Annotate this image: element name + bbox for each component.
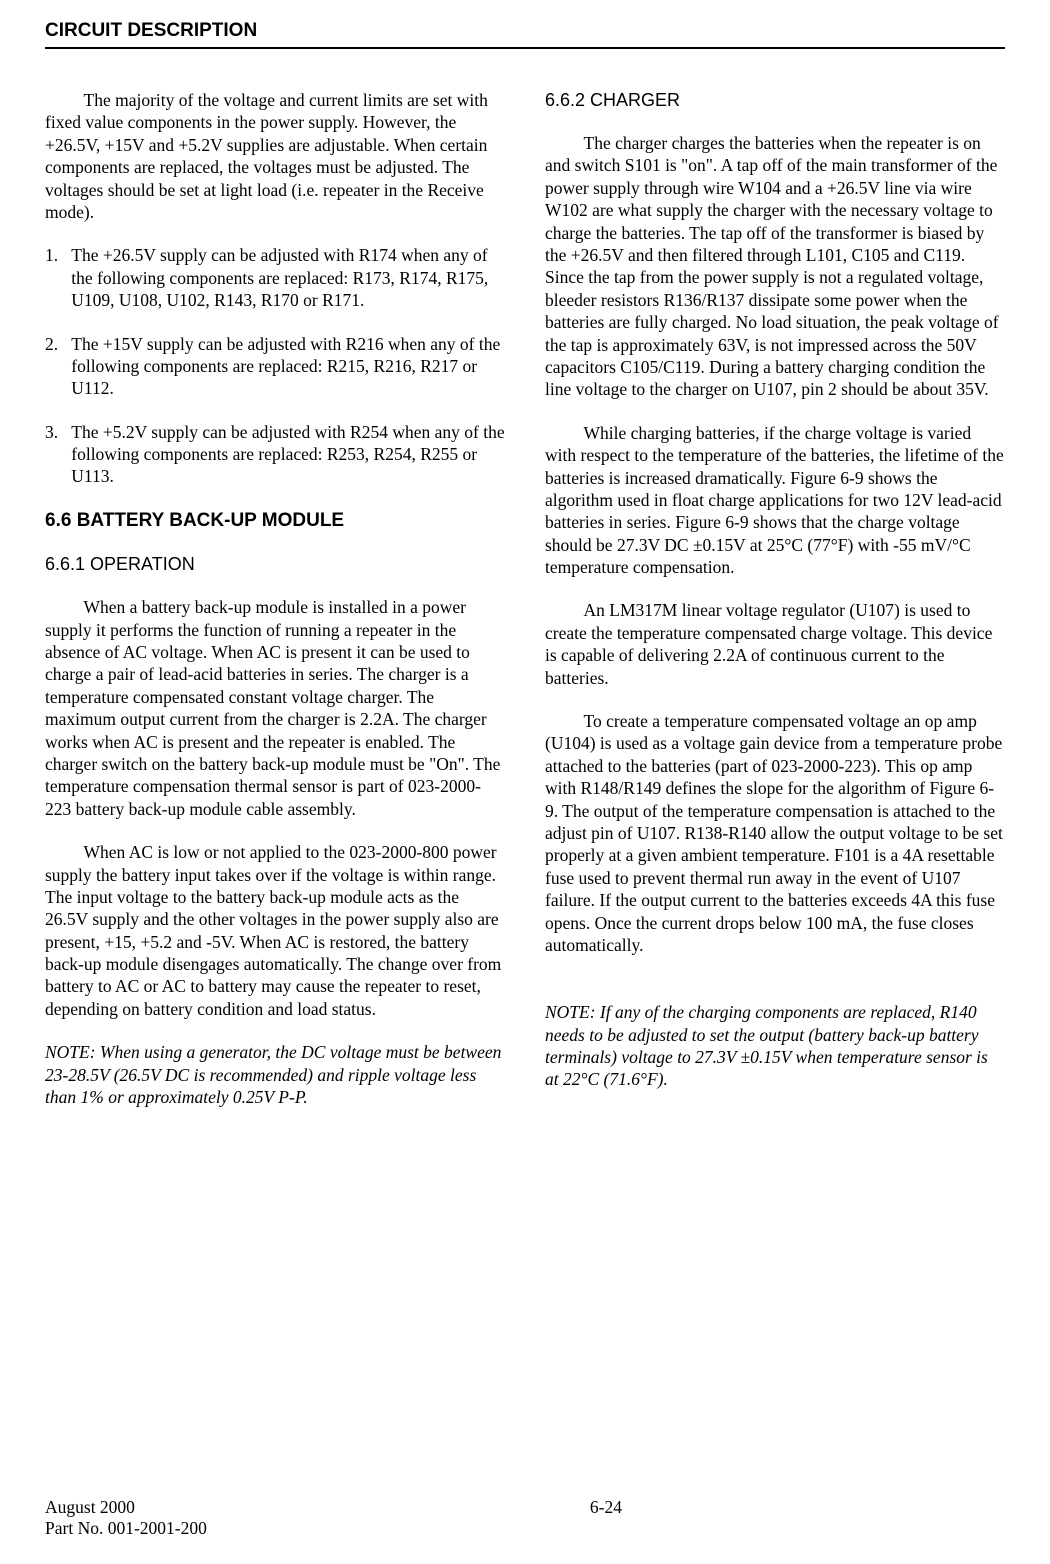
operation-para-1: When a battery back-up module is install… (45, 596, 505, 820)
section-6-6-1-heading: 6.6.1 OPERATION (45, 553, 505, 576)
list-number-3: 3. (45, 421, 71, 443)
list-item-1: 1.The +26.5V supply can be adjusted with… (45, 244, 505, 311)
section-6-6-2-heading: 6.6.2 CHARGER (545, 89, 1005, 112)
main-content: The majority of the voltage and current … (45, 89, 1005, 1129)
charging-components-note: NOTE: If any of the charging components … (545, 1001, 1005, 1091)
charger-para-3: An LM317M linear voltage regulator (U107… (545, 599, 1005, 689)
header-divider (45, 47, 1005, 49)
list-text-1: The +26.5V supply can be adjusted with R… (71, 245, 488, 310)
generator-note: NOTE: When using a generator, the DC vol… (45, 1041, 505, 1108)
list-text-2: The +15V supply can be adjusted with R21… (71, 334, 500, 399)
list-number-2: 2. (45, 333, 71, 355)
section-6-6-heading: 6.6 BATTERY BACK-UP MODULE (45, 509, 505, 533)
charger-para-4: To create a temperature compensated volt… (545, 710, 1005, 956)
footer-part-number: Part No. 001-2001-200 (45, 1518, 207, 1539)
list-text-3: The +5.2V supply can be adjusted with R2… (71, 422, 504, 487)
page-header-title: CIRCUIT DESCRIPTION (45, 20, 1005, 42)
footer-left: August 2000 Part No. 001-2001-200 (45, 1497, 207, 1539)
list-item-3: 3.The +5.2V supply can be adjusted with … (45, 421, 505, 488)
intro-paragraph: The majority of the voltage and current … (45, 89, 505, 223)
charger-para-2: While charging batteries, if the charge … (545, 422, 1005, 579)
operation-para-2: When AC is low or not applied to the 023… (45, 841, 505, 1020)
right-column: 6.6.2 CHARGER The charger charges the ba… (545, 89, 1005, 1129)
page-footer: August 2000 Part No. 001-2001-200 6-24 (45, 1497, 1005, 1539)
charger-para-1: The charger charges the batteries when t… (545, 132, 1005, 401)
footer-date: August 2000 (45, 1497, 207, 1518)
list-item-2: 2.The +15V supply can be adjusted with R… (45, 333, 505, 400)
list-number-1: 1. (45, 244, 71, 266)
left-column: The majority of the voltage and current … (45, 89, 505, 1129)
